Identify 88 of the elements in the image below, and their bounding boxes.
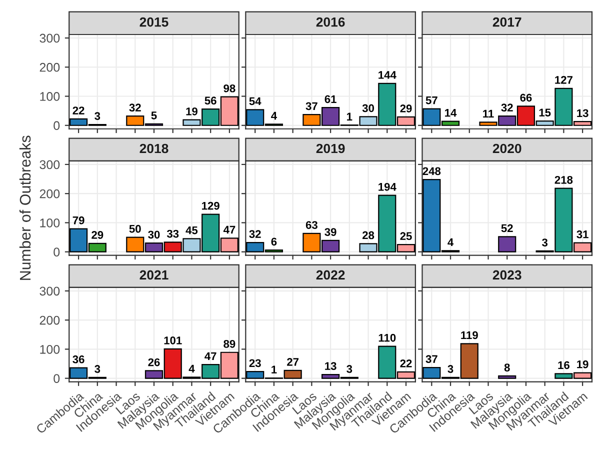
data-label: 29 bbox=[92, 231, 104, 239]
chart-title: 2022 bbox=[316, 270, 345, 280]
y-tick-label: 200 bbox=[40, 316, 60, 325]
data-label: 32 bbox=[501, 104, 513, 112]
data-label: 4 bbox=[188, 364, 195, 373]
data-label: 1 bbox=[347, 112, 352, 120]
data-label: 30 bbox=[362, 104, 374, 112]
data-label: 3 bbox=[94, 112, 100, 120]
data-label: 89 bbox=[224, 340, 236, 348]
data-label: 3 bbox=[346, 365, 352, 373]
chart-title: 2016 bbox=[316, 17, 345, 27]
data-label: 61 bbox=[324, 95, 336, 104]
chart-title: 2018 bbox=[140, 144, 168, 154]
chart-title: 2020 bbox=[492, 144, 522, 154]
data-label: 63 bbox=[306, 221, 318, 229]
data-label: 14 bbox=[445, 109, 457, 117]
y-tick-label: 200 bbox=[40, 189, 60, 198]
data-label: 36 bbox=[72, 355, 84, 364]
data-label: 32 bbox=[249, 230, 261, 238]
data-label: 5 bbox=[151, 112, 157, 120]
data-label: 3 bbox=[94, 365, 100, 373]
data-label: 30 bbox=[148, 230, 160, 239]
chart-title: 2021 bbox=[140, 270, 168, 280]
data-label: 101 bbox=[164, 336, 182, 344]
y-tick-label: 0 bbox=[54, 248, 60, 256]
data-label: 6 bbox=[271, 238, 277, 246]
data-label: 22 bbox=[400, 360, 412, 368]
data-label: 26 bbox=[148, 358, 160, 366]
y-tick-label: 300 bbox=[40, 160, 60, 170]
y-tick-label: 0 bbox=[54, 374, 60, 383]
data-label: 11 bbox=[483, 110, 494, 118]
data-label: 4 bbox=[448, 238, 454, 246]
data-label: 56 bbox=[204, 96, 216, 105]
data-label: 218 bbox=[554, 176, 573, 184]
data-label: 37 bbox=[306, 102, 318, 110]
data-label: 52 bbox=[501, 224, 513, 232]
bar bbox=[498, 375, 516, 379]
data-label: 8 bbox=[504, 364, 510, 372]
y-tick-label: 100 bbox=[40, 344, 60, 354]
data-label: 23 bbox=[249, 359, 261, 368]
data-label: 19 bbox=[577, 360, 588, 368]
chart-title: 2023 bbox=[492, 270, 522, 280]
data-label: 144 bbox=[378, 71, 396, 79]
data-label: 47 bbox=[223, 226, 236, 234]
data-label: 22 bbox=[72, 106, 84, 114]
data-label: 98 bbox=[224, 84, 236, 92]
data-label: 3 bbox=[542, 238, 548, 246]
data-label: 39 bbox=[324, 228, 336, 236]
data-label: 129 bbox=[202, 202, 220, 210]
y-tick-label: 300 bbox=[40, 34, 60, 43]
chart-title: 2017 bbox=[492, 17, 522, 27]
data-label: 32 bbox=[129, 104, 141, 112]
data-label: 16 bbox=[558, 361, 570, 370]
data-label: 37 bbox=[426, 355, 438, 364]
bar bbox=[498, 236, 516, 252]
data-label: 3 bbox=[448, 365, 454, 373]
data-label: 13 bbox=[577, 109, 588, 118]
data-label: 119 bbox=[461, 331, 478, 340]
data-label: 54 bbox=[249, 97, 262, 106]
data-label: 28 bbox=[362, 231, 374, 240]
data-label: 66 bbox=[520, 94, 532, 102]
data-label: 45 bbox=[186, 226, 198, 234]
y-tick-label: 300 bbox=[40, 286, 60, 296]
chart-title: 2019 bbox=[316, 144, 345, 154]
data-label: 248 bbox=[422, 167, 441, 176]
data-label: 1 bbox=[272, 366, 277, 374]
y-axis-title: Number of Outbreaks bbox=[19, 136, 31, 280]
data-label: 15 bbox=[539, 108, 551, 116]
data-label: 13 bbox=[325, 362, 336, 370]
data-label: 50 bbox=[129, 224, 141, 233]
data-label: 47 bbox=[204, 352, 216, 360]
data-label: 25 bbox=[400, 232, 412, 240]
data-label: 27 bbox=[287, 358, 299, 366]
data-label: 33 bbox=[166, 230, 179, 238]
data-label: 127 bbox=[555, 76, 572, 84]
data-label: 29 bbox=[400, 104, 412, 112]
data-label: 31 bbox=[576, 230, 588, 238]
data-label: 19 bbox=[186, 107, 198, 116]
y-tick-label: 100 bbox=[40, 218, 60, 228]
data-label: 79 bbox=[72, 216, 84, 224]
data-label: 110 bbox=[378, 334, 396, 342]
data-label: 4 bbox=[271, 112, 277, 120]
y-tick-label: 100 bbox=[40, 92, 60, 101]
chart-title: 2015 bbox=[140, 17, 168, 27]
data-label: 194 bbox=[378, 182, 396, 191]
y-tick-label: 0 bbox=[54, 121, 60, 130]
data-label: 57 bbox=[426, 96, 438, 104]
y-tick-label: 200 bbox=[40, 62, 60, 72]
